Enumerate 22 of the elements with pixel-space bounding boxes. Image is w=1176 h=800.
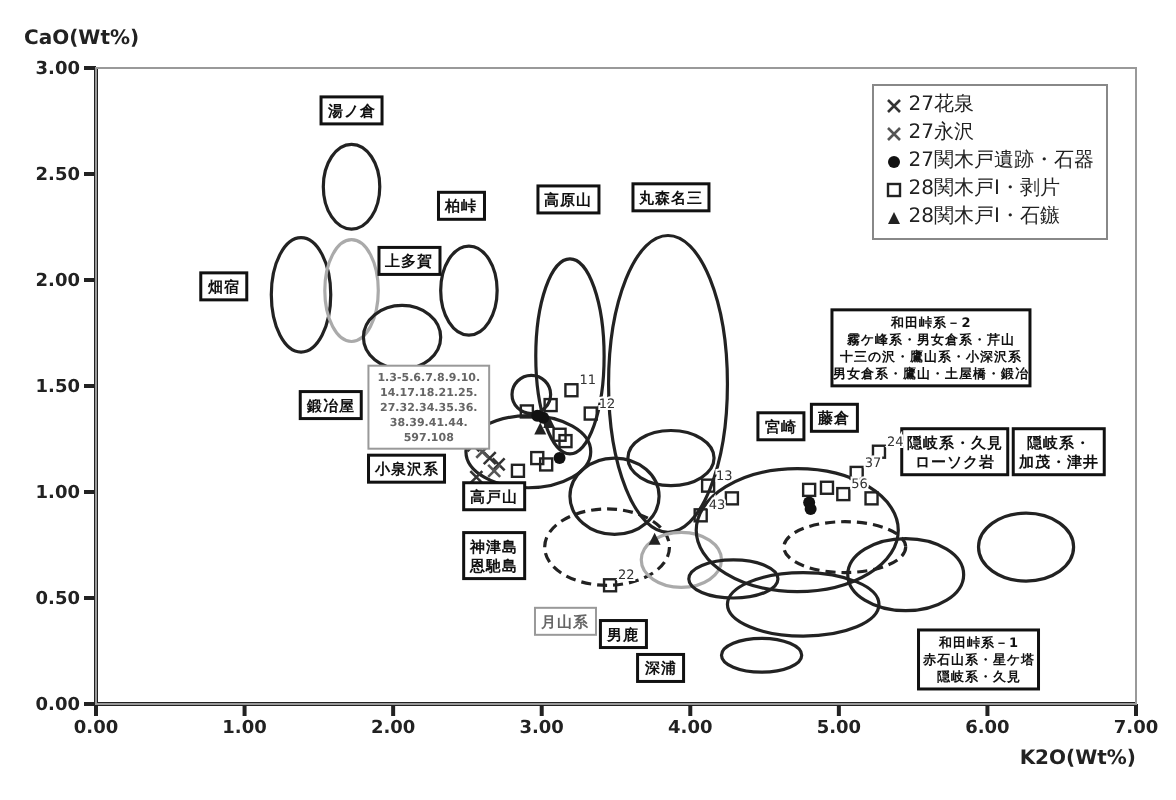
- y-tick-label: 0.50: [35, 590, 80, 611]
- x-tick-label: 7.00: [1113, 718, 1159, 739]
- x-tick-label: 5.00: [816, 718, 862, 739]
- y-tick-label: 1.50: [35, 378, 80, 399]
- x-tick-label: 2.00: [370, 718, 416, 739]
- legend-label: 28関木戸Ⅰ・剥片: [908, 176, 1060, 204]
- y-tick-label: 3.00: [35, 60, 80, 81]
- legend-label: 27花泉: [908, 92, 974, 120]
- y-axis-title: CaO(Wt%): [24, 28, 140, 50]
- legend-label: 28関木戸Ⅰ・石鏃: [908, 204, 1060, 232]
- y-tick-label: 0.00: [35, 696, 80, 717]
- x-axis-title: K2O(Wt%): [1019, 748, 1136, 770]
- x-tick-label: 6.00: [965, 718, 1010, 739]
- x-tick-label: 3.00: [519, 718, 564, 739]
- legend-label: 27関木戸遺跡・石器: [908, 148, 1094, 176]
- y-tick-label: 2.50: [35, 166, 80, 187]
- x-tick-label: 1.00: [222, 718, 267, 739]
- x-tick-label: 0.00: [73, 718, 119, 739]
- y-tick-label: 2.00: [35, 272, 80, 293]
- x-tick-label: 4.00: [668, 718, 713, 739]
- y-tick-label: 1.00: [35, 484, 80, 505]
- legend-label: 27永沢: [908, 120, 974, 148]
